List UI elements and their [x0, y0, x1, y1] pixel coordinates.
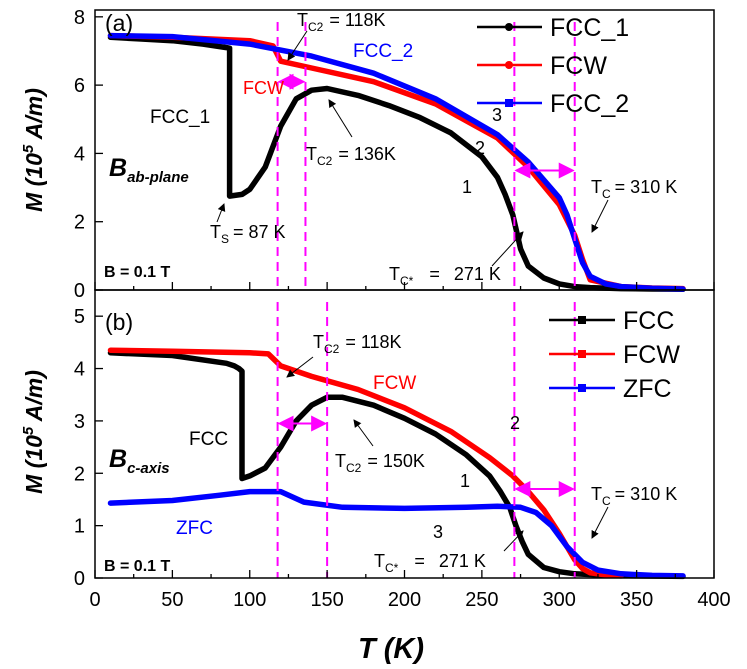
x-tick-label-8: 400: [697, 589, 730, 611]
y-tick-label-b-4: 4: [74, 359, 85, 381]
panel-b-ylabel-suffix: A/m): [21, 370, 47, 427]
panel-b-curve-number-1: 1: [460, 471, 470, 491]
panel-b-field-value: B = 0.1 T: [104, 558, 170, 575]
panel-b-tcstar-label: TC* = 271 K: [374, 551, 486, 575]
panel-b-tcstar-pointer: [503, 530, 524, 552]
legend-label-zfc: ZFC: [623, 375, 672, 403]
legend-item-fcc: FCC: [549, 307, 674, 335]
panel-a-tc2-118-label: TC2 = 118K: [297, 10, 386, 34]
legend-item-fcc2: FCC_2: [477, 90, 629, 118]
legend-item-fcc1: FCC_1: [477, 14, 629, 42]
panel-a-label: (a): [105, 10, 133, 36]
panel-a-tc-label: TC = 310 K: [591, 177, 677, 201]
y-tick-label-a-4: 8: [74, 7, 85, 29]
y-tick-label-a-1: 2: [74, 212, 85, 234]
panel-a-tc2-118-pointer: [287, 30, 308, 61]
y-tick-label-b-5: 5: [74, 306, 85, 328]
y-tick-label-b-2: 2: [74, 463, 85, 485]
panel-a-y-axis-label: M (105 A/m): [20, 88, 47, 212]
x-tick-label-1: 50: [161, 589, 183, 611]
x-tick-label-4: 200: [388, 589, 421, 611]
panel-a-y-ticks: 0 2 4 6 8: [74, 7, 103, 302]
panel-b-legend: FCC FCW ZFC: [549, 307, 680, 403]
series-line-b-zfc: [107, 488, 686, 579]
panel-a-tc2-136-label: TC2 = 136K: [306, 144, 396, 168]
x-tick-label-3: 150: [310, 589, 343, 611]
panel-b-tc-pointer: [591, 506, 609, 539]
x-axis-label: T (K): [358, 633, 424, 665]
y-tick-label-b-0: 0: [74, 568, 85, 590]
y-tick-label-a-3: 6: [74, 75, 85, 97]
panel-a-tcstar-pointer: [491, 231, 524, 267]
panel-a-field-direction: Bab-plane: [109, 154, 189, 186]
legend-item-fcw: FCW: [477, 52, 607, 80]
x-tick-label-0: 0: [89, 589, 100, 611]
panel-b-tc-label: TC = 310 K: [591, 484, 677, 508]
panel-a-ts-pointer: [216, 203, 226, 223]
y-tick-label-b-3: 3: [74, 411, 85, 433]
panel-b-tc2-150-pointer: [353, 419, 374, 447]
panel-b-ylabel-exp: 5: [20, 426, 37, 435]
legend-label-fcw: FCW: [550, 52, 607, 80]
panel-b-fcc-annotation: FCC: [189, 429, 228, 450]
panel-b-curve-number-2: 2: [510, 413, 520, 433]
panel-a-fcc1-annotation: FCC_1: [150, 107, 210, 128]
panel-a-curve-number-2: 2: [475, 138, 485, 158]
legend-label-fcc1: FCC_1: [550, 14, 629, 42]
panel-a-curve-number-3: 3: [492, 105, 502, 125]
x-tick-label-6: 300: [543, 589, 576, 611]
panel-b-tc2-118-pointer: [286, 356, 314, 378]
x-tick-label-7: 350: [620, 589, 653, 611]
panel-a-fcc2-annotation: FCC_2: [353, 41, 413, 62]
series-line-b-fcc: [107, 350, 686, 580]
panel-a: 0 2 4 6 8 M (105 A/m) (a) FCC_1 FCW FCC_2 TC…: [20, 7, 715, 302]
panel-b-tc2-150-label: TC2 = 150K: [335, 451, 425, 475]
panel-a-field-value: B = 0.1 T: [104, 264, 170, 281]
panel-b-fcw-annotation: FCW: [373, 373, 416, 394]
panel-a-legend: FCC_1 FCW FCC_2: [477, 14, 629, 118]
panel-b-y-axis-label: M (105 A/m): [20, 370, 47, 494]
panel-a-tc2-136-pointer: [328, 99, 353, 138]
y-tick-label-a-2: 4: [74, 143, 85, 165]
legend-label-fcc2: FCC_2: [550, 90, 629, 118]
panel-b-plot-area: [107, 302, 686, 580]
y-tick-label-b-1: 1: [74, 516, 85, 538]
panel-b-y-ticks: 0 1 2 3 4 5: [74, 306, 103, 590]
panel-b-label: (b): [105, 309, 133, 335]
panel-a-ylabel-suffix: A/m): [21, 88, 47, 145]
legend-item-zfc: ZFC: [549, 375, 672, 403]
series-line-b-fcw: [107, 347, 624, 579]
panel-b-ylabel-prefix: M (10: [21, 435, 47, 494]
x-tick-label-5: 250: [465, 589, 498, 611]
panel-a-ylabel-prefix: M (10: [21, 153, 47, 212]
panel-a-tcstar-label: TC* = 271 K: [389, 264, 501, 288]
legend-item-fcw-b: FCW: [549, 341, 680, 369]
panel-a-ts-label: TS = 87 K: [210, 222, 286, 246]
legend-label-fcw-b: FCW: [623, 341, 680, 369]
x-tick-label-2: 100: [233, 589, 266, 611]
panel-b-tc2-118-label: TC2 = 118K: [313, 332, 402, 356]
panel-b-zfc-annotation: ZFC: [176, 518, 213, 539]
panel-a-curve-number-1: 1: [462, 177, 472, 197]
panel-a-fcw-annotation: FCW: [243, 78, 284, 98]
panel-b-x-ticks: 0 50 100 150 200 250 300 350 400: [89, 570, 731, 611]
y-tick-label-a-0: 0: [74, 280, 85, 302]
panel-a-ylabel-exp: 5: [20, 144, 37, 153]
panel-a-tc-pointer: [591, 199, 609, 233]
panel-b-field-direction: Bc-axis: [109, 445, 170, 477]
legend-label-fcc: FCC: [623, 307, 674, 335]
panel-b-curve-number-3: 3: [433, 522, 443, 542]
